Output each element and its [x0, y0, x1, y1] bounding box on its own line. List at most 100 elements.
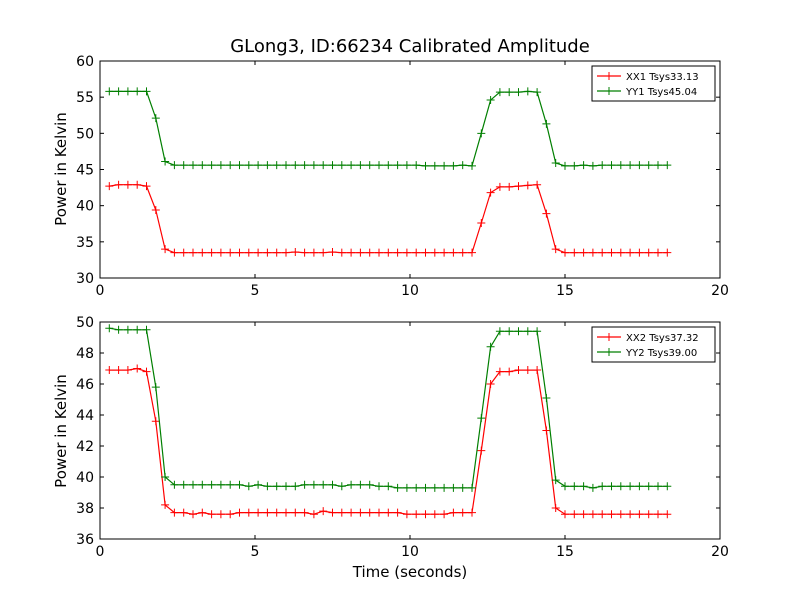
data-point: [393, 483, 402, 492]
data-point: [430, 248, 439, 257]
data-point: [468, 508, 476, 517]
data-point: [514, 182, 523, 191]
x-tick-label: 5: [251, 283, 260, 299]
data-point: [430, 483, 439, 492]
data-point: [161, 245, 170, 254]
data-point: [161, 157, 170, 166]
data-point: [561, 161, 569, 170]
data-point: [570, 248, 579, 257]
data-point: [300, 161, 309, 170]
data-point: [272, 482, 281, 491]
data-point: [393, 161, 402, 170]
legend: XX2 Tsys37.32 YY2 Tsys39.00: [591, 326, 716, 363]
data-point: [263, 482, 272, 491]
data-point: [216, 161, 225, 170]
data-point: [356, 248, 365, 257]
data-point: [244, 248, 253, 257]
data-point: [458, 508, 467, 517]
data-point: [579, 248, 588, 257]
data-point: [365, 161, 374, 170]
data-point: [477, 414, 486, 423]
data-point: [440, 248, 449, 257]
data-point: [254, 508, 263, 517]
data-point: [235, 248, 244, 257]
data-point: [170, 508, 179, 517]
y-tick-label: 44: [76, 408, 94, 424]
legend: XX1 Tsys33.13 YY1 Tsys45.04: [591, 65, 716, 102]
data-point: [151, 114, 160, 123]
legend-box: [591, 65, 716, 102]
data-point: [114, 325, 123, 334]
data-point: [523, 327, 532, 336]
data-point: [105, 87, 114, 96]
data-point: [440, 510, 449, 519]
data-point: [291, 247, 300, 256]
data-point: [505, 327, 514, 336]
data-point: [644, 482, 653, 491]
series-yy2: [105, 324, 672, 492]
data-point: [598, 161, 607, 170]
data-point: [282, 482, 290, 491]
data-point: [207, 161, 216, 170]
data-point: [616, 161, 625, 170]
data-point: [356, 480, 365, 489]
data-point: [533, 366, 542, 375]
data-point: [282, 248, 290, 257]
y-tick-label: 45: [76, 163, 94, 179]
data-point: [663, 482, 672, 491]
data-point: [486, 96, 495, 105]
data-point: [588, 483, 597, 492]
data-point: [542, 393, 551, 402]
data-point: [226, 480, 235, 489]
x-tick-label: 20: [711, 283, 729, 299]
data-point: [588, 510, 597, 519]
data-point: [412, 161, 421, 170]
data-point: [189, 161, 197, 170]
x-tick-label: 0: [96, 544, 105, 560]
data-point: [300, 508, 309, 517]
data-point: [328, 161, 337, 170]
data-point: [523, 87, 532, 96]
data-point: [254, 161, 263, 170]
data-point: [440, 483, 449, 492]
data-point: [375, 482, 383, 491]
data-point: [533, 88, 542, 97]
data-point: [328, 247, 337, 256]
data-point: [477, 219, 486, 228]
data-point: [226, 161, 235, 170]
data-point: [319, 480, 328, 489]
data-point: [412, 510, 421, 519]
data-point: [375, 161, 383, 170]
data-point: [198, 508, 207, 517]
data-point: [207, 480, 216, 489]
data-point: [123, 180, 132, 189]
data-point: [291, 482, 300, 491]
data-point: [254, 248, 263, 257]
data-point: [561, 510, 569, 519]
data-point: [430, 161, 439, 170]
data-point: [114, 366, 123, 375]
data-point: [607, 161, 616, 170]
data-point: [402, 483, 411, 492]
data-point: [626, 510, 635, 519]
data-point: [412, 248, 421, 257]
data-point: [514, 366, 523, 375]
data-point: [616, 248, 625, 257]
data-point: [505, 182, 514, 191]
data-point: [189, 480, 197, 489]
data-point: [421, 248, 430, 257]
data-point: [114, 180, 123, 189]
legend-swatch-marker: [605, 72, 613, 80]
data-point: [216, 248, 225, 257]
data-point: [319, 507, 328, 516]
data-point: [384, 248, 393, 257]
x-tick-label: 5: [251, 544, 260, 560]
data-point: [523, 181, 532, 190]
y-tick-label: 36: [76, 532, 94, 548]
data-point: [235, 161, 244, 170]
data-point: [170, 248, 179, 257]
data-point: [365, 480, 374, 489]
data-point: [644, 510, 653, 519]
data-point: [458, 483, 467, 492]
data-point: [123, 87, 132, 96]
